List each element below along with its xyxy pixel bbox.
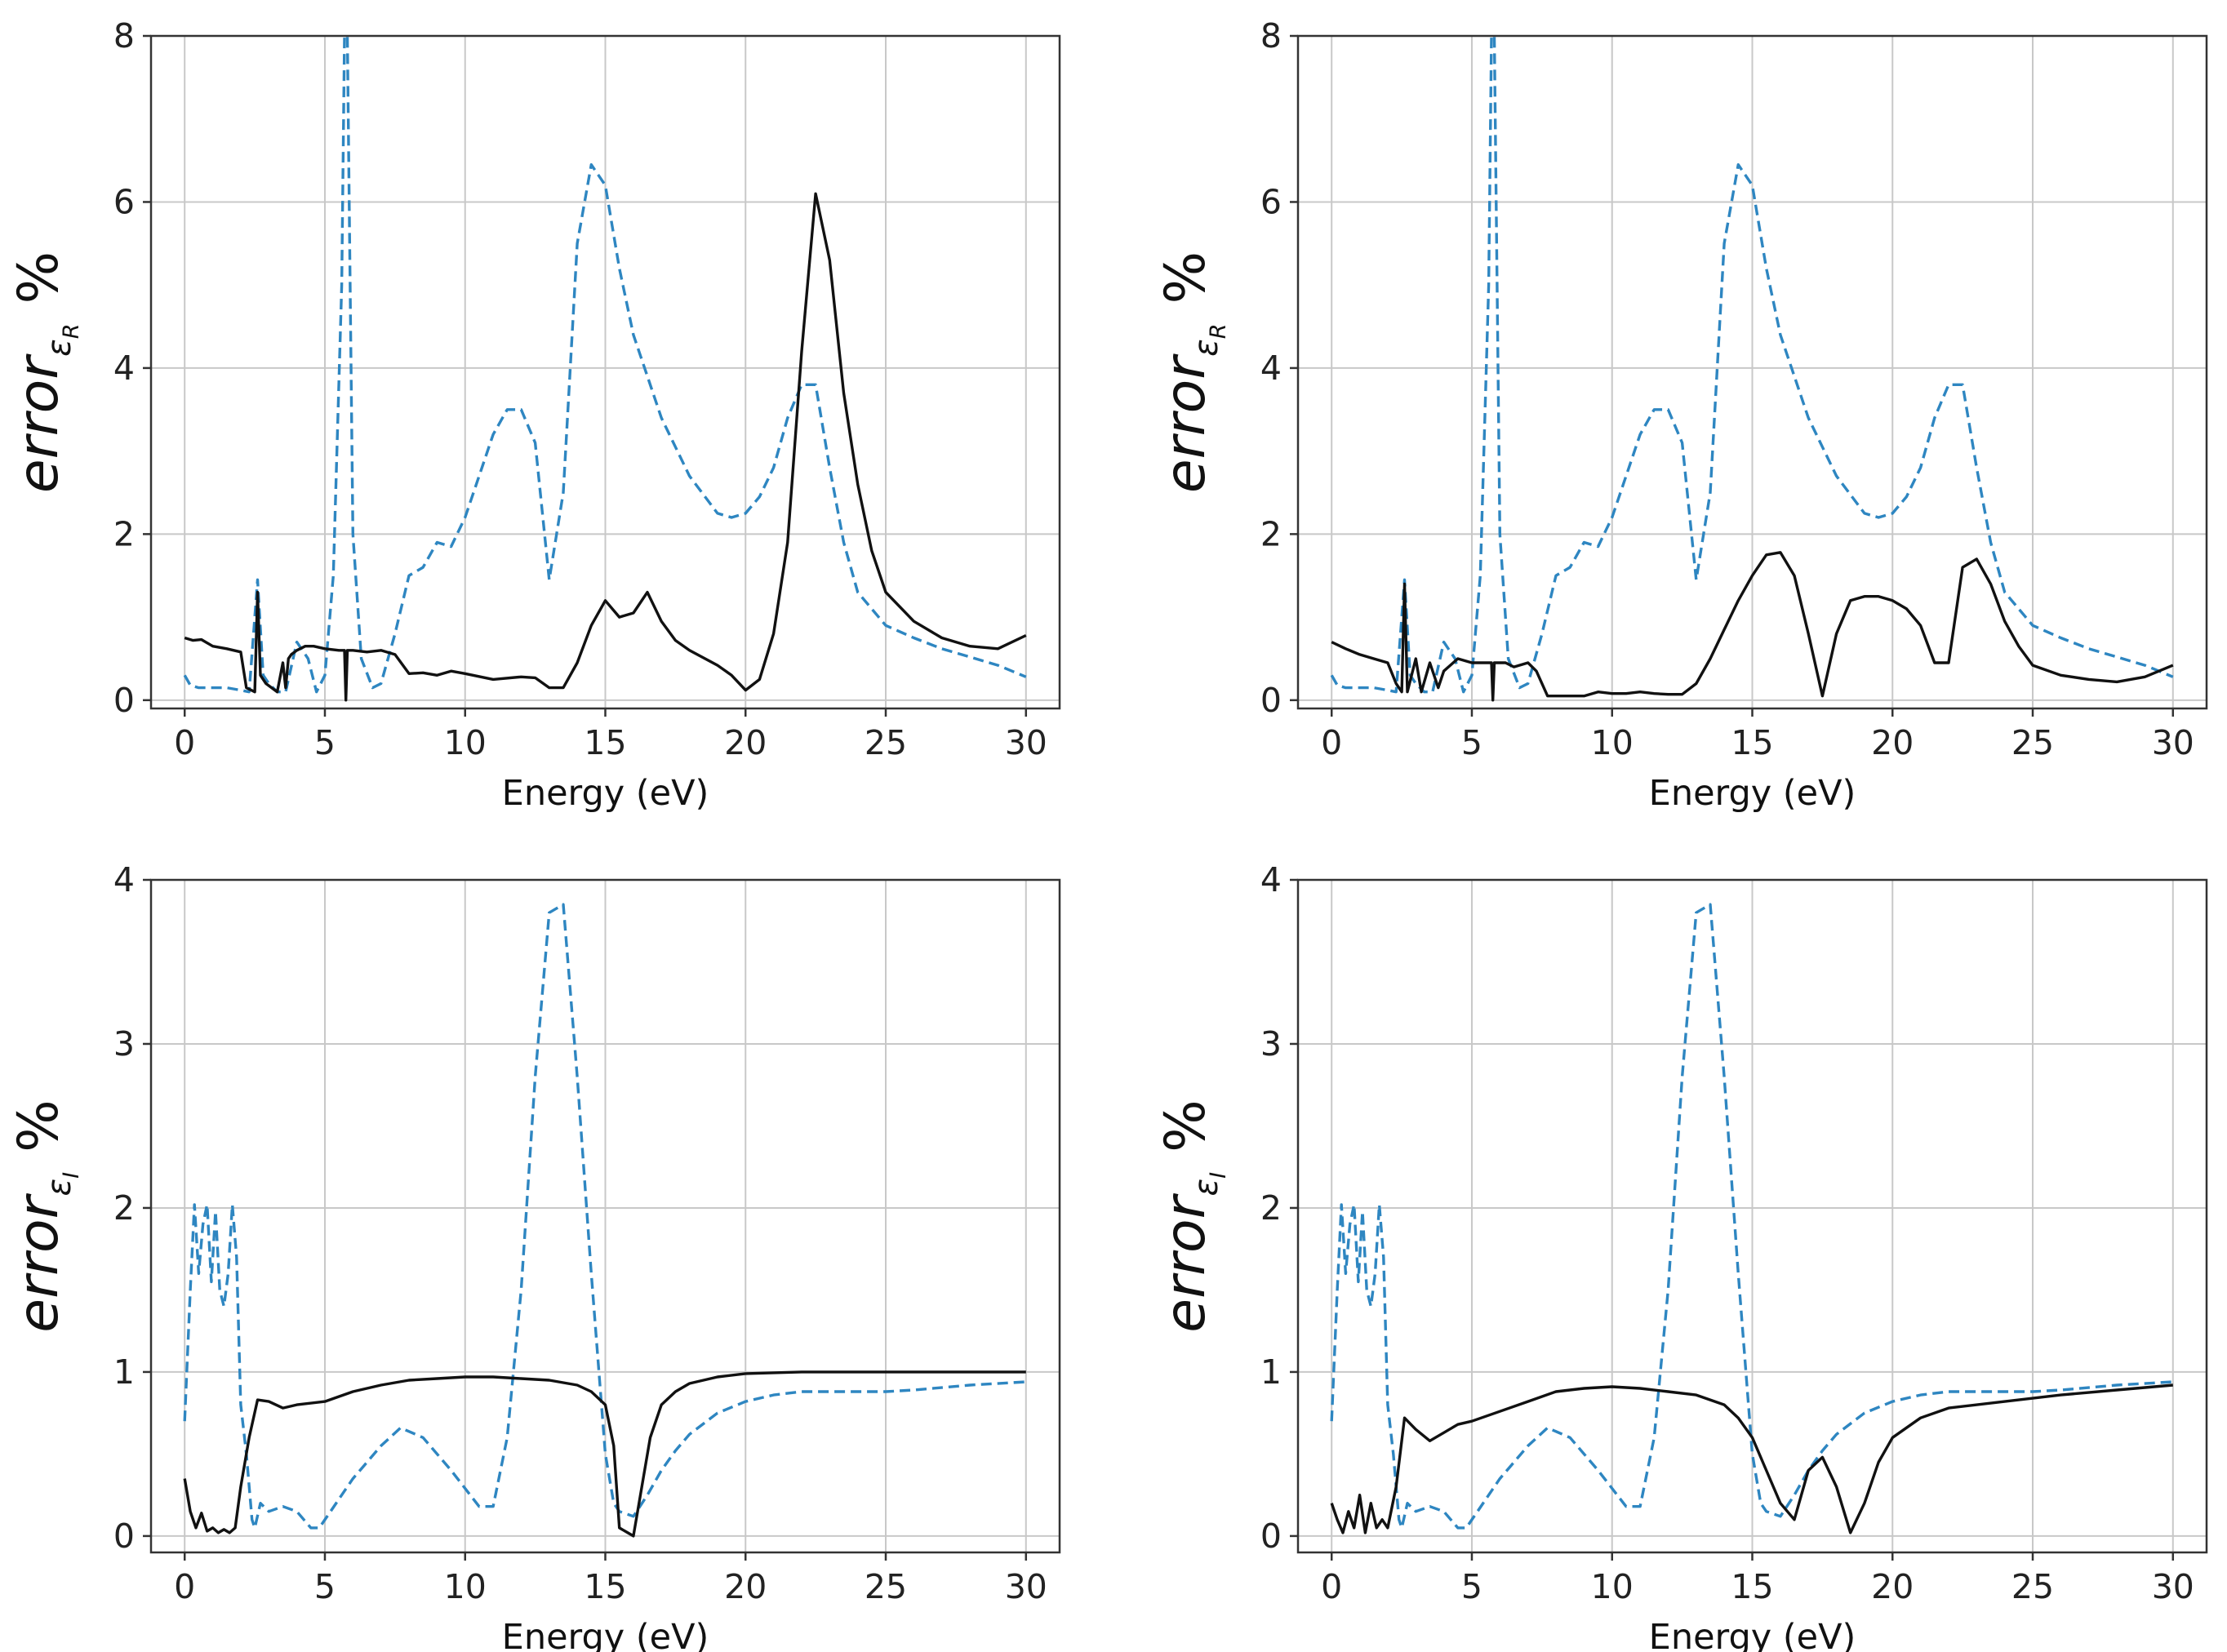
x-axis-label: Energy (eV) <box>1649 773 1856 814</box>
x-axis-label: Energy (eV) <box>502 1617 709 1652</box>
x-tick-label: 15 <box>584 723 626 762</box>
x-tick-label: 0 <box>1321 723 1342 762</box>
x-tick-label: 5 <box>1461 1567 1482 1606</box>
x-tick-label: 20 <box>1871 1567 1914 1606</box>
x-tick-label: 25 <box>2011 723 2054 762</box>
y-tick-label: 4 <box>113 860 135 899</box>
y-tick-label: 1 <box>113 1352 135 1392</box>
x-axis-label: Energy (eV) <box>502 773 709 814</box>
series-line-solid <box>1331 551 2174 702</box>
x-tick-label: 25 <box>865 1567 907 1606</box>
x-tick-label: 10 <box>1591 1567 1634 1606</box>
panel-bottom-left: 0 5 10 15 20 25 30 0 1 2 3 4 Energy (eV) errorεI% <box>7 860 1061 1652</box>
x-tick-label: 15 <box>584 1567 626 1606</box>
y-tick-label: 2 <box>1260 1188 1282 1228</box>
y-axis-label-subscript: ε <box>41 1179 78 1197</box>
y-axis-label-unit: % <box>7 1099 71 1152</box>
x-tick-label: 30 <box>1005 723 1047 762</box>
y-axis-label-base: error <box>1154 1192 1218 1332</box>
y-tick-label: 8 <box>113 16 135 56</box>
y-tick-label: 6 <box>1260 182 1282 221</box>
x-tick-label: 10 <box>444 1567 487 1606</box>
y-tick-label: 2 <box>1260 514 1282 553</box>
series-line-solid <box>184 192 1027 702</box>
y-axis-label: errorεR% <box>1154 251 1231 493</box>
x-tick-label: 5 <box>314 723 336 762</box>
series-line-dashed <box>183 903 1026 1530</box>
x-tick-label: 30 <box>1005 1567 1047 1606</box>
x-tick-label: 10 <box>444 723 487 762</box>
x-tick-label: 0 <box>174 723 195 762</box>
x-tick-label: 30 <box>2152 723 2194 762</box>
x-tick-label: 0 <box>1321 1567 1342 1606</box>
y-tick-label: 2 <box>113 1188 135 1228</box>
series-line-solid <box>183 1370 1026 1538</box>
y-axis-label-base: error <box>1154 353 1218 493</box>
y-tick-label: 4 <box>1260 349 1282 388</box>
y-axis-label: errorεI% <box>1154 1099 1231 1333</box>
y-tick-label: 8 <box>1260 16 1282 56</box>
y-axis-label-subscript: ε <box>41 339 78 357</box>
y-tick-label: 3 <box>1260 1024 1282 1064</box>
x-tick-label: 0 <box>174 1567 195 1606</box>
x-axis-label: Energy (eV) <box>1649 1617 1856 1652</box>
y-axis-label-base: error <box>7 353 71 493</box>
panel-top-right: 0 5 10 15 20 25 30 0 2 4 6 8 Energy (eV) errorεR% <box>1154 16 2208 814</box>
y-tick-label: 4 <box>1260 860 1282 899</box>
x-tick-label: 20 <box>1871 723 1914 762</box>
panel-top-left: 0 5 10 15 20 25 30 0 2 4 6 8 Energy (eV) errorεR% <box>7 16 1061 814</box>
y-tick-label: 0 <box>113 1517 135 1556</box>
y-axis-label-subscript: ε <box>1188 1179 1225 1197</box>
y-tick-label: 0 <box>1260 681 1282 720</box>
x-tick-label: 5 <box>1461 723 1482 762</box>
panel-bottom-right: 0 5 10 15 20 25 30 0 1 2 3 4 Energy (eV) errorεI% <box>1154 860 2208 1652</box>
y-axis-label-unit: % <box>1154 1099 1218 1152</box>
y-tick-label: 0 <box>113 681 135 720</box>
x-tick-label: 25 <box>865 723 907 762</box>
y-axis-label-subsubscript: I <box>1206 1172 1231 1179</box>
series-line-solid <box>1330 1383 2173 1534</box>
y-axis-label-unit: % <box>1154 251 1218 304</box>
x-tick-label: 30 <box>2152 1567 2194 1606</box>
y-tick-label: 1 <box>1260 1352 1282 1392</box>
y-tick-label: 6 <box>113 182 135 221</box>
x-tick-label: 15 <box>1731 1567 1773 1606</box>
x-tick-label: 25 <box>2011 1567 2054 1606</box>
y-axis-label-subsubscript: R <box>1206 323 1231 339</box>
y-tick-label: 3 <box>113 1024 135 1064</box>
series-line-dashed <box>1330 903 2173 1530</box>
y-tick-label: 2 <box>113 514 135 553</box>
y-axis-label-subscript: ε <box>1188 339 1225 357</box>
x-tick-label: 10 <box>1591 723 1634 762</box>
series-line-dashed <box>1330 36 2174 694</box>
y-axis-label: errorεI% <box>7 1099 84 1333</box>
y-tick-label: 4 <box>113 349 135 388</box>
x-tick-label: 15 <box>1731 723 1773 762</box>
y-axis-label: errorεR% <box>7 251 84 493</box>
x-tick-label: 5 <box>314 1567 336 1606</box>
y-axis-label-subsubscript: R <box>59 323 84 339</box>
x-tick-label: 20 <box>724 723 767 762</box>
y-tick-label: 0 <box>1260 1517 1282 1556</box>
y-axis-label-base: error <box>7 1192 71 1332</box>
y-axis-label-unit: % <box>7 251 71 304</box>
y-axis-label-subsubscript: I <box>59 1172 84 1179</box>
x-tick-label: 20 <box>724 1567 767 1606</box>
